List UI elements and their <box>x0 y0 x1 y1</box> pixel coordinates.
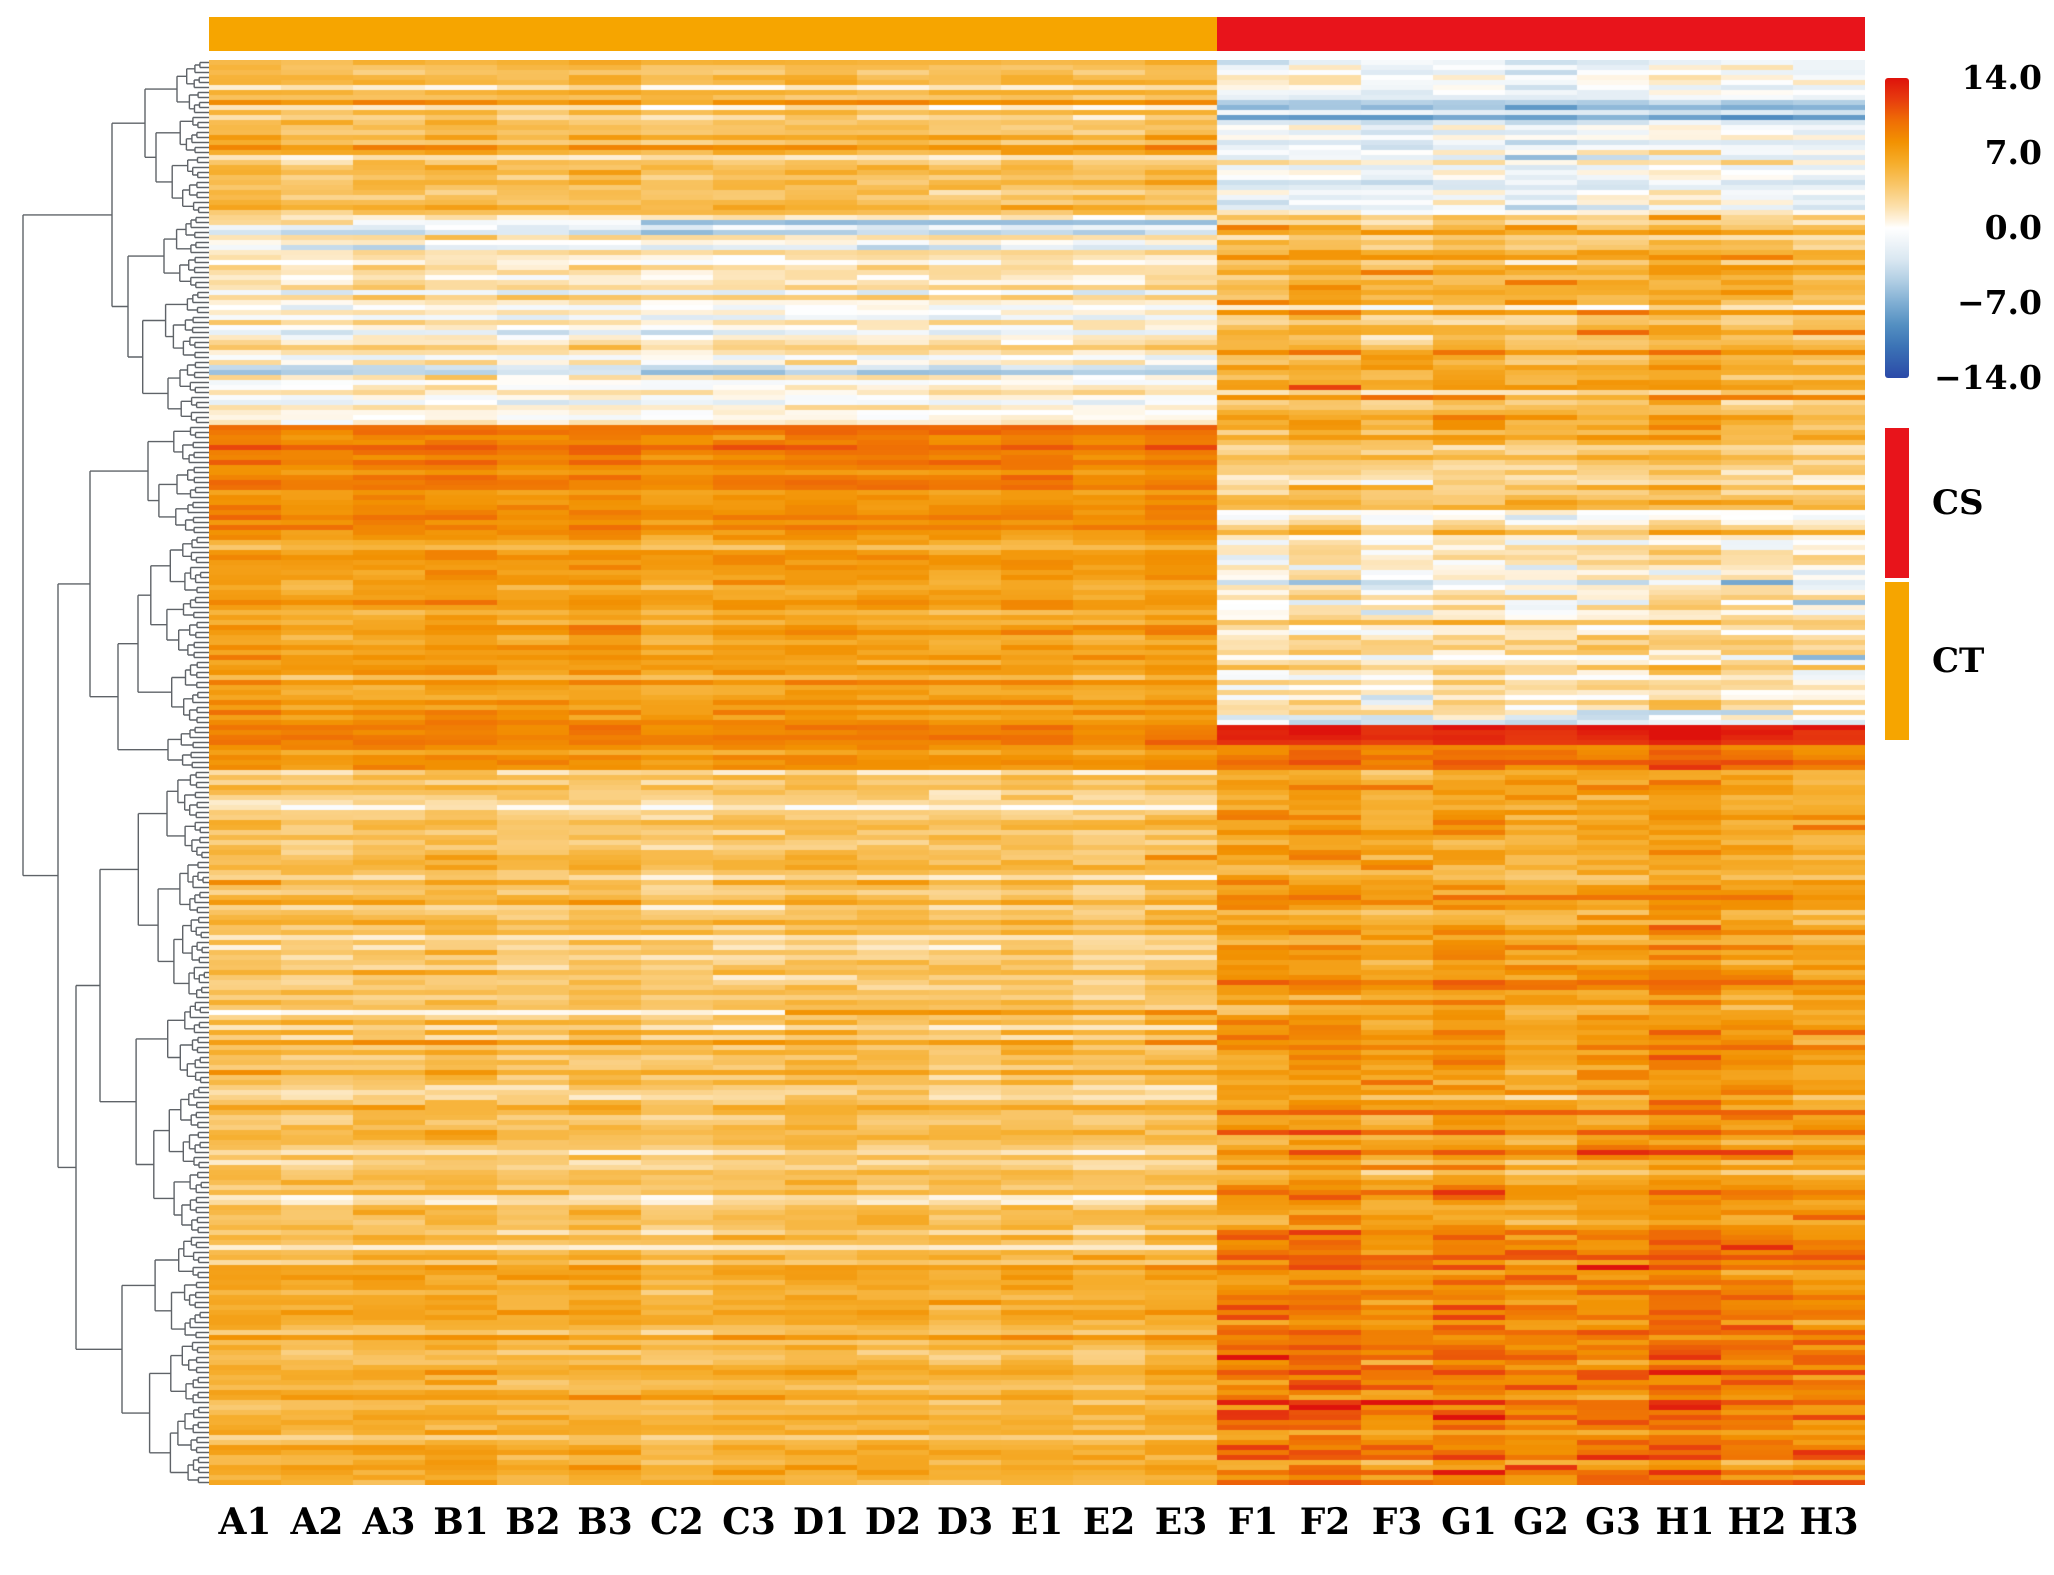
column-label-E1: E1 <box>1010 1501 1064 1543</box>
column-label-F3: F3 <box>1371 1501 1423 1543</box>
legend-swatch-cs <box>1885 428 1909 578</box>
colorbar-tick-7.0: 7.0 <box>1984 133 2042 172</box>
colorbar-tick-−7.0: −7.0 <box>1956 283 2042 322</box>
column-label-B3: B3 <box>577 1501 633 1543</box>
row-dendrogram <box>22 61 209 1484</box>
column-label-G3: G3 <box>1585 1501 1641 1543</box>
colorbar-tick-0.0: 0.0 <box>1984 208 2042 247</box>
column-label-B2: B2 <box>505 1501 561 1543</box>
column-label-D3: D3 <box>936 1501 994 1543</box>
column-group-bar-cs <box>1217 17 1865 51</box>
column-label-F2: F2 <box>1299 1501 1351 1543</box>
colorbar-tick-14.0: 14.0 <box>1961 58 2042 97</box>
column-label-E3: E3 <box>1154 1501 1208 1543</box>
legend-label-ct: CT <box>1932 641 1985 681</box>
legend-swatch-ct <box>1885 582 1909 740</box>
column-label-B1: B1 <box>433 1501 489 1543</box>
column-group-bar-ct <box>209 17 1217 51</box>
column-label-D1: D1 <box>792 1501 850 1543</box>
column-label-H2: H2 <box>1727 1501 1787 1543</box>
column-label-H3: H3 <box>1799 1501 1859 1543</box>
column-label-A1: A1 <box>218 1501 272 1543</box>
column-label-E2: E2 <box>1082 1501 1136 1543</box>
colorbar-gradient <box>1885 78 1909 378</box>
column-label-F1: F1 <box>1227 1501 1279 1543</box>
legend-label-cs: CS <box>1932 483 1984 523</box>
column-label-G2: G2 <box>1513 1501 1569 1543</box>
column-label-A2: A2 <box>290 1501 344 1543</box>
column-label-D2: D2 <box>864 1501 922 1543</box>
colorbar-tick-−14.0: −14.0 <box>1933 358 2042 397</box>
dendrogram-lines <box>22 61 209 1484</box>
heatmap-canvas <box>209 60 1865 1485</box>
column-label-A3: A3 <box>362 1501 416 1543</box>
column-label-G1: G1 <box>1441 1501 1497 1543</box>
column-label-C3: C3 <box>722 1501 776 1543</box>
column-label-H1: H1 <box>1655 1501 1715 1543</box>
column-label-C2: C2 <box>650 1501 704 1543</box>
